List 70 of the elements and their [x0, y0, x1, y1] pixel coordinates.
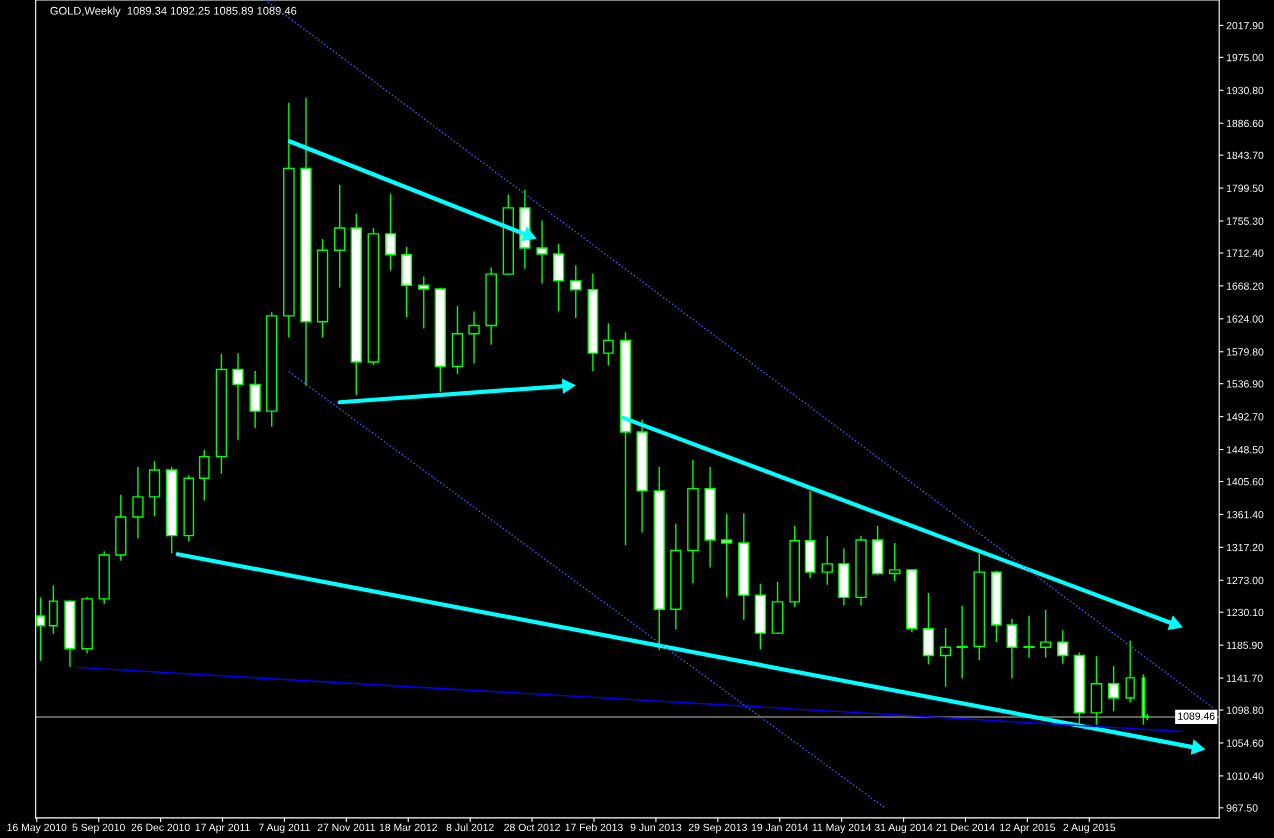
x-tick-label: 17 Feb 2013	[565, 823, 623, 832]
x-tick-label: 8 Jul 2012	[446, 823, 494, 832]
y-tick-label: 1624.00	[1226, 315, 1264, 323]
candlestick	[603, 323, 614, 366]
point	[1190, 739, 1205, 755]
candlestick	[1107, 665, 1120, 712]
x-tick-label: 18 Mar 2012	[379, 823, 437, 832]
candlestick	[721, 514, 733, 598]
candlestick	[888, 543, 901, 581]
y-tick-label: 1799.50	[1226, 184, 1264, 192]
point	[1167, 615, 1183, 630]
y-tick-label: 1755.30	[1226, 217, 1264, 225]
y-tick-label: 1536.90	[1226, 380, 1264, 388]
y-tick-label: 1405.60	[1226, 478, 1264, 486]
y-tick-label: 1492.70	[1226, 413, 1264, 421]
candlestick	[468, 311, 480, 364]
x-tick-label: 26 Dec 2010	[131, 823, 190, 832]
x-tick-label: 21 Dec 2014	[936, 823, 995, 832]
y-tick-label: 1054.60	[1226, 739, 1264, 747]
y-tick-label: 1886.60	[1226, 119, 1264, 128]
x-tick-label: 5 Sep 2010	[72, 823, 125, 834]
candlestick	[198, 449, 210, 501]
x-tick-label: 17 Apr 2011	[195, 823, 250, 834]
candlestick	[132, 467, 144, 539]
x-tick-label: 29 Sep 2013	[688, 823, 747, 834]
y-tick-label: 967.50	[1226, 804, 1258, 812]
y-tick-label: 1668.20	[1226, 282, 1264, 290]
y-tick-label: 1579.80	[1226, 348, 1264, 356]
y-tick-label: 1317.20	[1226, 543, 1264, 552]
point	[521, 227, 537, 241]
ref-line-label: 1089.46	[1178, 712, 1215, 720]
y-tick-label: 1098.80	[1226, 706, 1264, 714]
x-tick-label: 16 May 2010	[7, 823, 67, 834]
x-tick-label: 9 Jun 2013	[630, 823, 682, 832]
candlestick	[1057, 630, 1069, 664]
candlestick	[385, 193, 397, 271]
candlestick	[1023, 616, 1035, 658]
x-tick-label: 31 Aug 2014	[874, 823, 933, 834]
y-tick-label: 1185.90	[1226, 641, 1263, 650]
x-tick-label: 7 Aug 2011	[258, 823, 310, 834]
point	[561, 378, 576, 394]
x-tick-label: 12 Apr 2015	[1000, 823, 1056, 834]
text: GOLD,Weekly 1089.34 1092.25 1085.89 1089.46	[50, 6, 297, 17]
candlestick	[1006, 619, 1018, 679]
y-tick-label: 1010.40	[1226, 772, 1264, 780]
candlestick	[956, 605, 968, 679]
candlestick	[536, 220, 548, 284]
x-tick-label: 19 Jan 2014	[751, 823, 809, 832]
x-tick-label: 27 Nov 2011	[317, 823, 375, 832]
candlestick	[1039, 610, 1052, 658]
y-tick-label: 1930.80	[1226, 86, 1264, 95]
candlestick	[569, 265, 582, 319]
candlestick	[418, 276, 430, 329]
candlestick	[1125, 640, 1135, 703]
y-tick-label: 1273.00	[1226, 576, 1264, 585]
candlestick	[232, 353, 244, 441]
candlestick	[334, 184, 346, 288]
candlestick	[939, 627, 952, 687]
x-tick-label: 28 Oct 2012	[504, 823, 560, 832]
y-tick-label: 1843.70	[1226, 151, 1264, 160]
y-tick-label: 1141.70	[1226, 674, 1263, 682]
y-tick-label: 1361.40	[1226, 510, 1264, 519]
y-tick-label: 1975.00	[1226, 53, 1264, 62]
x-tick-label: 2 Aug 2015	[1063, 823, 1116, 834]
y-tick-label: 1448.50	[1226, 446, 1264, 454]
x-tick-label: 11 May 2014	[812, 823, 872, 834]
y-tick-label: 2017.90	[1226, 21, 1264, 30]
candlestick	[821, 536, 833, 585]
y-tick-label: 1712.40	[1226, 249, 1264, 257]
y-tick-label: 1230.10	[1226, 608, 1264, 617]
